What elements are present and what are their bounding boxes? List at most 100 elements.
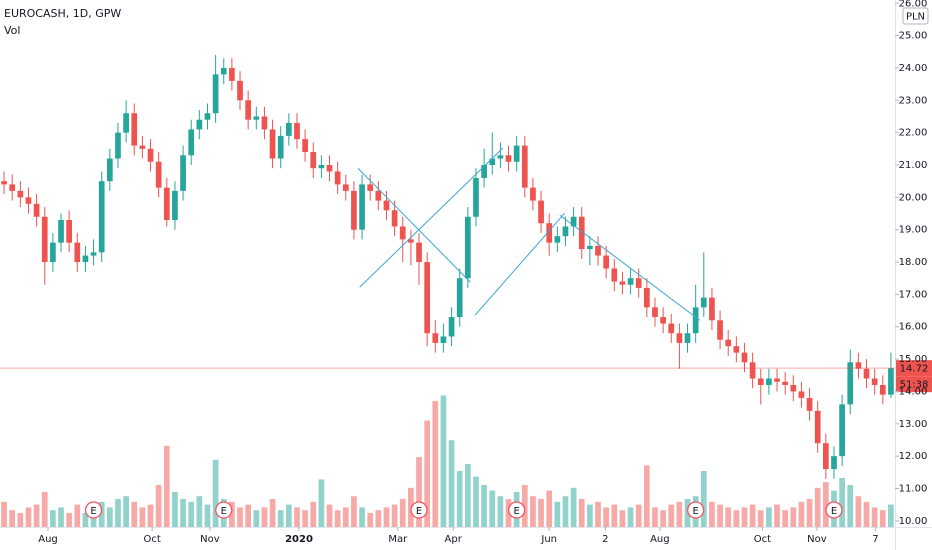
candle-body <box>497 155 504 159</box>
volume-bar <box>774 504 780 527</box>
candle-body <box>147 148 154 162</box>
y-tick-label: 24.00 <box>899 63 928 74</box>
candle-body <box>570 216 577 227</box>
y-tick-label: 26.00 <box>899 0 928 9</box>
candle-body <box>766 378 772 385</box>
candle-body <box>749 362 756 379</box>
volume-bar <box>147 504 154 527</box>
volume-bar <box>1 501 7 527</box>
trend-line <box>357 167 471 283</box>
volume-bar <box>806 499 813 527</box>
candle-body <box>700 297 707 308</box>
y-tick-label: 20.00 <box>899 192 928 203</box>
volume-bar <box>749 504 756 527</box>
candle-body <box>790 384 797 392</box>
candle-body <box>253 116 260 120</box>
volume-bar <box>115 499 121 527</box>
volume-bar <box>798 501 805 527</box>
candle-body <box>562 226 569 237</box>
volume-bar <box>668 504 675 527</box>
volume-bar <box>603 507 610 527</box>
volume-bar <box>310 501 317 527</box>
candle-body <box>351 190 357 230</box>
candle-body <box>847 362 854 405</box>
volume-bar <box>847 485 854 527</box>
candle-body <box>822 443 829 470</box>
earnings-marker <box>84 501 103 519</box>
candle-body <box>879 384 886 395</box>
volume-bar <box>440 395 447 527</box>
candle-body <box>530 187 536 201</box>
volume-bar <box>489 490 496 527</box>
volume-bar <box>652 507 658 527</box>
x-tick-label: Oct <box>754 534 771 545</box>
candle-body <box>302 139 308 153</box>
trend-line <box>559 214 701 321</box>
y-tick-label: 18.00 <box>899 257 928 268</box>
candle-body <box>871 378 878 385</box>
volume-bar <box>464 464 471 527</box>
earnings-marker <box>508 501 526 519</box>
volume-bar <box>432 401 439 527</box>
volume-bar <box>660 510 666 527</box>
volume-bar <box>163 445 170 527</box>
candle-body <box>448 317 455 337</box>
candle-body <box>50 242 56 263</box>
candle-body <box>172 190 178 220</box>
candle-body <box>318 164 325 169</box>
candle-body <box>692 307 699 334</box>
candle-body <box>66 219 73 243</box>
volume-bar <box>212 459 219 527</box>
x-tick-label: Jun <box>540 534 557 545</box>
candle-body <box>725 339 732 347</box>
y-tick-label: 11.00 <box>899 484 928 495</box>
candle-body <box>391 210 398 227</box>
volume-bar <box>595 501 601 527</box>
candle-body <box>513 145 520 162</box>
earnings-label: E <box>416 506 422 517</box>
volume-bar <box>318 479 325 527</box>
candle-body <box>155 161 162 188</box>
volume-bar <box>822 482 829 527</box>
volume-bar <box>814 487 821 527</box>
volume-bar <box>790 507 797 527</box>
volume-bar <box>277 510 284 527</box>
candle-body <box>106 158 113 182</box>
volume-bar <box>627 507 634 527</box>
volume-bar <box>888 504 894 527</box>
y-tick-label: 14.00 <box>899 386 928 397</box>
volume-bar <box>757 510 764 527</box>
trend-line <box>359 147 504 288</box>
volume-bar <box>139 507 146 527</box>
volume-bar <box>570 487 577 527</box>
volume-bar <box>530 496 536 527</box>
currency[interactable]: PLN <box>906 12 925 23</box>
candle-body <box>782 381 789 385</box>
x-tick-label: Mar <box>388 534 408 545</box>
volume-bar <box>237 507 243 527</box>
candle-body <box>408 239 414 243</box>
volume-bar <box>578 499 585 527</box>
candle-body <box>294 122 300 140</box>
volume-bar <box>33 504 40 527</box>
volume-bar <box>155 485 162 527</box>
candle-body <box>367 184 374 191</box>
candle-body <box>684 333 691 343</box>
candle-body <box>33 203 40 217</box>
candle-body <box>131 113 138 146</box>
candle-body <box>709 297 715 321</box>
volume-bar <box>253 510 260 527</box>
volume-bar <box>684 499 691 527</box>
candle-body <box>757 378 764 385</box>
volume-bar <box>424 420 431 527</box>
currency-box[interactable] <box>902 7 929 25</box>
x-tick-label: Oct <box>144 534 161 545</box>
candle-body <box>269 129 276 159</box>
candle-body <box>481 164 487 178</box>
x-tick-label: Nov <box>807 534 827 545</box>
volume-bar <box>131 501 138 527</box>
candle-body <box>220 67 227 75</box>
candle-body <box>774 378 780 382</box>
volume-bar <box>448 440 455 527</box>
earnings-label: E <box>90 506 96 517</box>
